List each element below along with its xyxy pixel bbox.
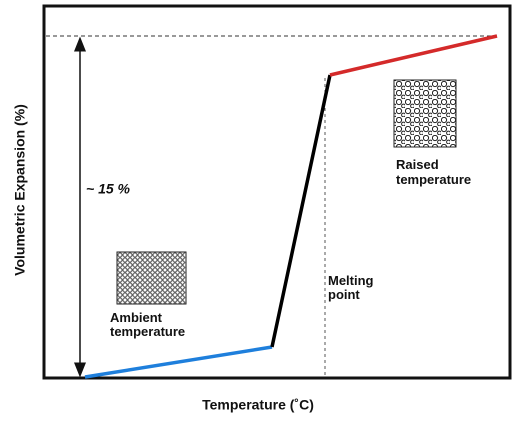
- melting-label: Melting: [328, 273, 374, 288]
- expansion-label: ~ 15 %: [86, 181, 131, 197]
- melting-label: point: [328, 287, 360, 302]
- liquid-phase-line: [329, 34, 498, 77]
- melting-line: [270, 74, 332, 348]
- x-axis-label: Temperature (˚C): [202, 397, 314, 413]
- raised-texture: [393, 79, 457, 148]
- raised-label: temperature: [396, 172, 471, 187]
- y-axis-label: Volumetric Expansion (%): [12, 104, 28, 276]
- ambient-label: temperature: [110, 324, 185, 339]
- raised-label: Raised: [396, 157, 439, 172]
- ambient-label: Ambient: [110, 310, 163, 325]
- ambient-texture: [116, 251, 187, 305]
- plot-frame: [42, 4, 512, 380]
- solid-phase-line: [84, 345, 273, 379]
